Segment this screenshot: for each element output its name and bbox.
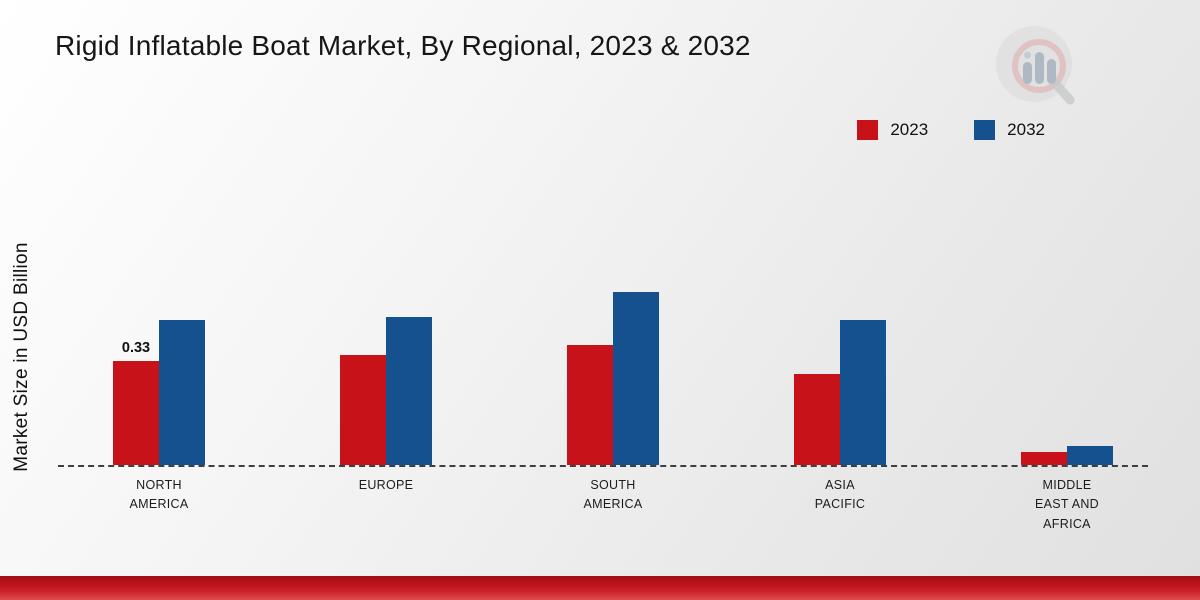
data-label-north-america: 0.33 (121, 340, 151, 356)
legend: 2023 2032 (857, 120, 1045, 140)
bars-middle-east-and-africa (1021, 446, 1113, 465)
category-label-europe: Europe (358, 478, 414, 492)
bar-2032-middle-east-and-africa (1067, 446, 1113, 465)
bar-2023-asia-pacific (794, 374, 840, 465)
bars-europe (340, 317, 432, 465)
bar-2032-north-america (159, 320, 205, 465)
plot-area: 0.33 North America Europe South America Asia… (58, 260, 1148, 531)
brand-logo (990, 22, 1088, 114)
bars-asia-pacific (794, 320, 886, 465)
chart-title: Rigid Inflatable Boat Market, By Regiona… (55, 30, 751, 61)
category-label-middle-east-and-africa: Middle East and Africa (1035, 478, 1099, 531)
bar-2023-south-america (567, 345, 613, 465)
legend-swatch-2032 (974, 120, 996, 140)
legend-label-2023: 2023 (890, 120, 929, 139)
bar-2023-north-america (113, 361, 159, 465)
bar-2032-asia-pacific (840, 320, 886, 465)
bar-2032-europe (386, 317, 432, 465)
bar-group-middle-east-and-africa: Middle East and Africa (1021, 260, 1113, 531)
footer-band (0, 576, 1200, 600)
bar-group-south-america: South America (567, 260, 659, 511)
brand-logo-graphic (996, 26, 1075, 105)
category-label-asia-pacific: Asia Pacific (814, 478, 866, 512)
bar-2023-middle-east-and-africa (1021, 452, 1067, 465)
category-label-south-america: South America (583, 478, 643, 512)
bar-2023-europe (340, 355, 386, 465)
bar-2032-south-america (613, 292, 659, 465)
bar-group-europe: Europe (340, 260, 432, 492)
legend-swatch-2023 (857, 120, 879, 140)
bar-group-north-america: 0.33 North America (113, 260, 205, 511)
bars-south-america (567, 292, 659, 465)
category-label-north-america: North America (129, 478, 189, 512)
bars-north-america: 0.33 (113, 320, 205, 465)
bar-group-asia-pacific: Asia Pacific (794, 260, 886, 511)
legend-label-2032: 2032 (1007, 120, 1045, 139)
legend-item-2032: 2032 (974, 120, 1045, 140)
legend-item-2023: 2023 (857, 120, 928, 140)
y-axis-label: Market Size in USD Billion (11, 242, 32, 472)
